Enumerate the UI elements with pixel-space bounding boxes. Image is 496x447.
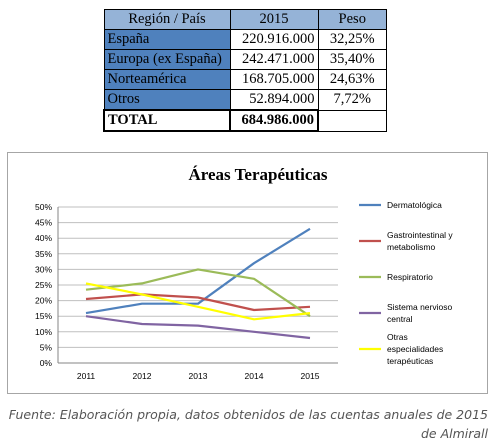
x-tick-label: 2012: [133, 371, 152, 381]
series-lines: [85, 227, 311, 340]
header-weight: Peso: [317, 9, 387, 30]
region-cell: Norteamérica: [103, 69, 231, 90]
y-tick-label: 5%: [40, 342, 53, 352]
header-year: 2015: [229, 9, 319, 30]
series-line: [85, 227, 311, 315]
region-cell: Otros: [103, 89, 231, 111]
series-line: [85, 268, 311, 318]
y-tick-label: 30%: [35, 264, 52, 274]
table-row: Otros 52.894.000 7,72%: [103, 89, 387, 111]
value-cell: 52.894.000: [229, 89, 319, 111]
legend: Dermatológica Gastrointestinal y metabolis…: [359, 200, 453, 366]
y-tick-label: 20%: [35, 296, 52, 306]
y-tick-label: 10%: [35, 327, 52, 337]
sales-by-region-table: Región / País 2015 Peso España 220.916.0…: [103, 9, 387, 132]
x-tick-label: 2013: [189, 371, 208, 381]
table-header-row: Región / País 2015 Peso: [103, 9, 387, 30]
value-cell: 242.471.000: [229, 49, 319, 70]
axes: 0% 5% 10% 15% 20% 25% 30% 35% 40% 45% 50% 2011 2012 2…: [35, 202, 338, 381]
value-cell: 220.916.000: [229, 29, 319, 50]
region-cell: Europa (ex España): [103, 49, 231, 70]
series-line: [85, 293, 311, 312]
table-row: España 220.916.000 32,25%: [103, 29, 387, 50]
y-tick-label: 15%: [35, 311, 52, 321]
header-region: Región / País: [103, 9, 231, 30]
x-tick-label: 2014: [245, 371, 264, 381]
y-tick-label: 25%: [35, 280, 52, 290]
total-value: 684.986.000: [229, 109, 319, 132]
total-share: [317, 109, 387, 132]
share-cell: 35,40%: [317, 49, 387, 70]
therapeutic-areas-chart: Áreas Terapéuticas 0% 5% 10% 15% 20% 25% 30% 35…: [7, 152, 488, 394]
total-label: TOTAL: [103, 109, 231, 132]
chart-title: Áreas Terapéuticas: [189, 165, 328, 184]
legend-label: Dermatológica: [387, 200, 442, 210]
gridlines: [58, 206, 338, 364]
x-tick-label: 2015: [301, 371, 320, 381]
y-tick-label: 40%: [35, 233, 52, 243]
legend-label: Gastrointestinal y metabolismo: [387, 230, 453, 252]
region-cell: España: [103, 29, 231, 50]
y-tick-label: 35%: [35, 249, 52, 259]
source-caption: Fuente: Elaboración propia, datos obteni…: [8, 407, 488, 441]
y-tick-label: 50%: [35, 202, 52, 212]
table-row: Europa (ex España) 242.471.000 35,40%: [103, 49, 387, 70]
legend-label: Respiratorio: [387, 272, 433, 282]
x-tick-label: 2011: [77, 371, 96, 381]
value-cell: 168.705.000: [229, 69, 319, 90]
share-cell: 24,63%: [317, 69, 387, 90]
series-line: [85, 315, 311, 340]
table-row: Norteamérica 168.705.000 24,63%: [103, 69, 387, 90]
total-row: TOTAL 684.986.000: [103, 109, 387, 132]
legend-label: Sistema nervioso central: [387, 302, 452, 324]
series-line: [85, 282, 311, 321]
share-cell: 32,25%: [317, 29, 387, 50]
y-tick-label: 0%: [40, 358, 53, 368]
legend-label: Otras especialidades terapéuticas: [387, 332, 443, 366]
chart-canvas: Áreas Terapéuticas 0% 5% 10% 15% 20% 25% 30% 35…: [35, 165, 453, 381]
share-cell: 7,72%: [317, 89, 387, 111]
y-tick-label: 45%: [35, 218, 52, 228]
